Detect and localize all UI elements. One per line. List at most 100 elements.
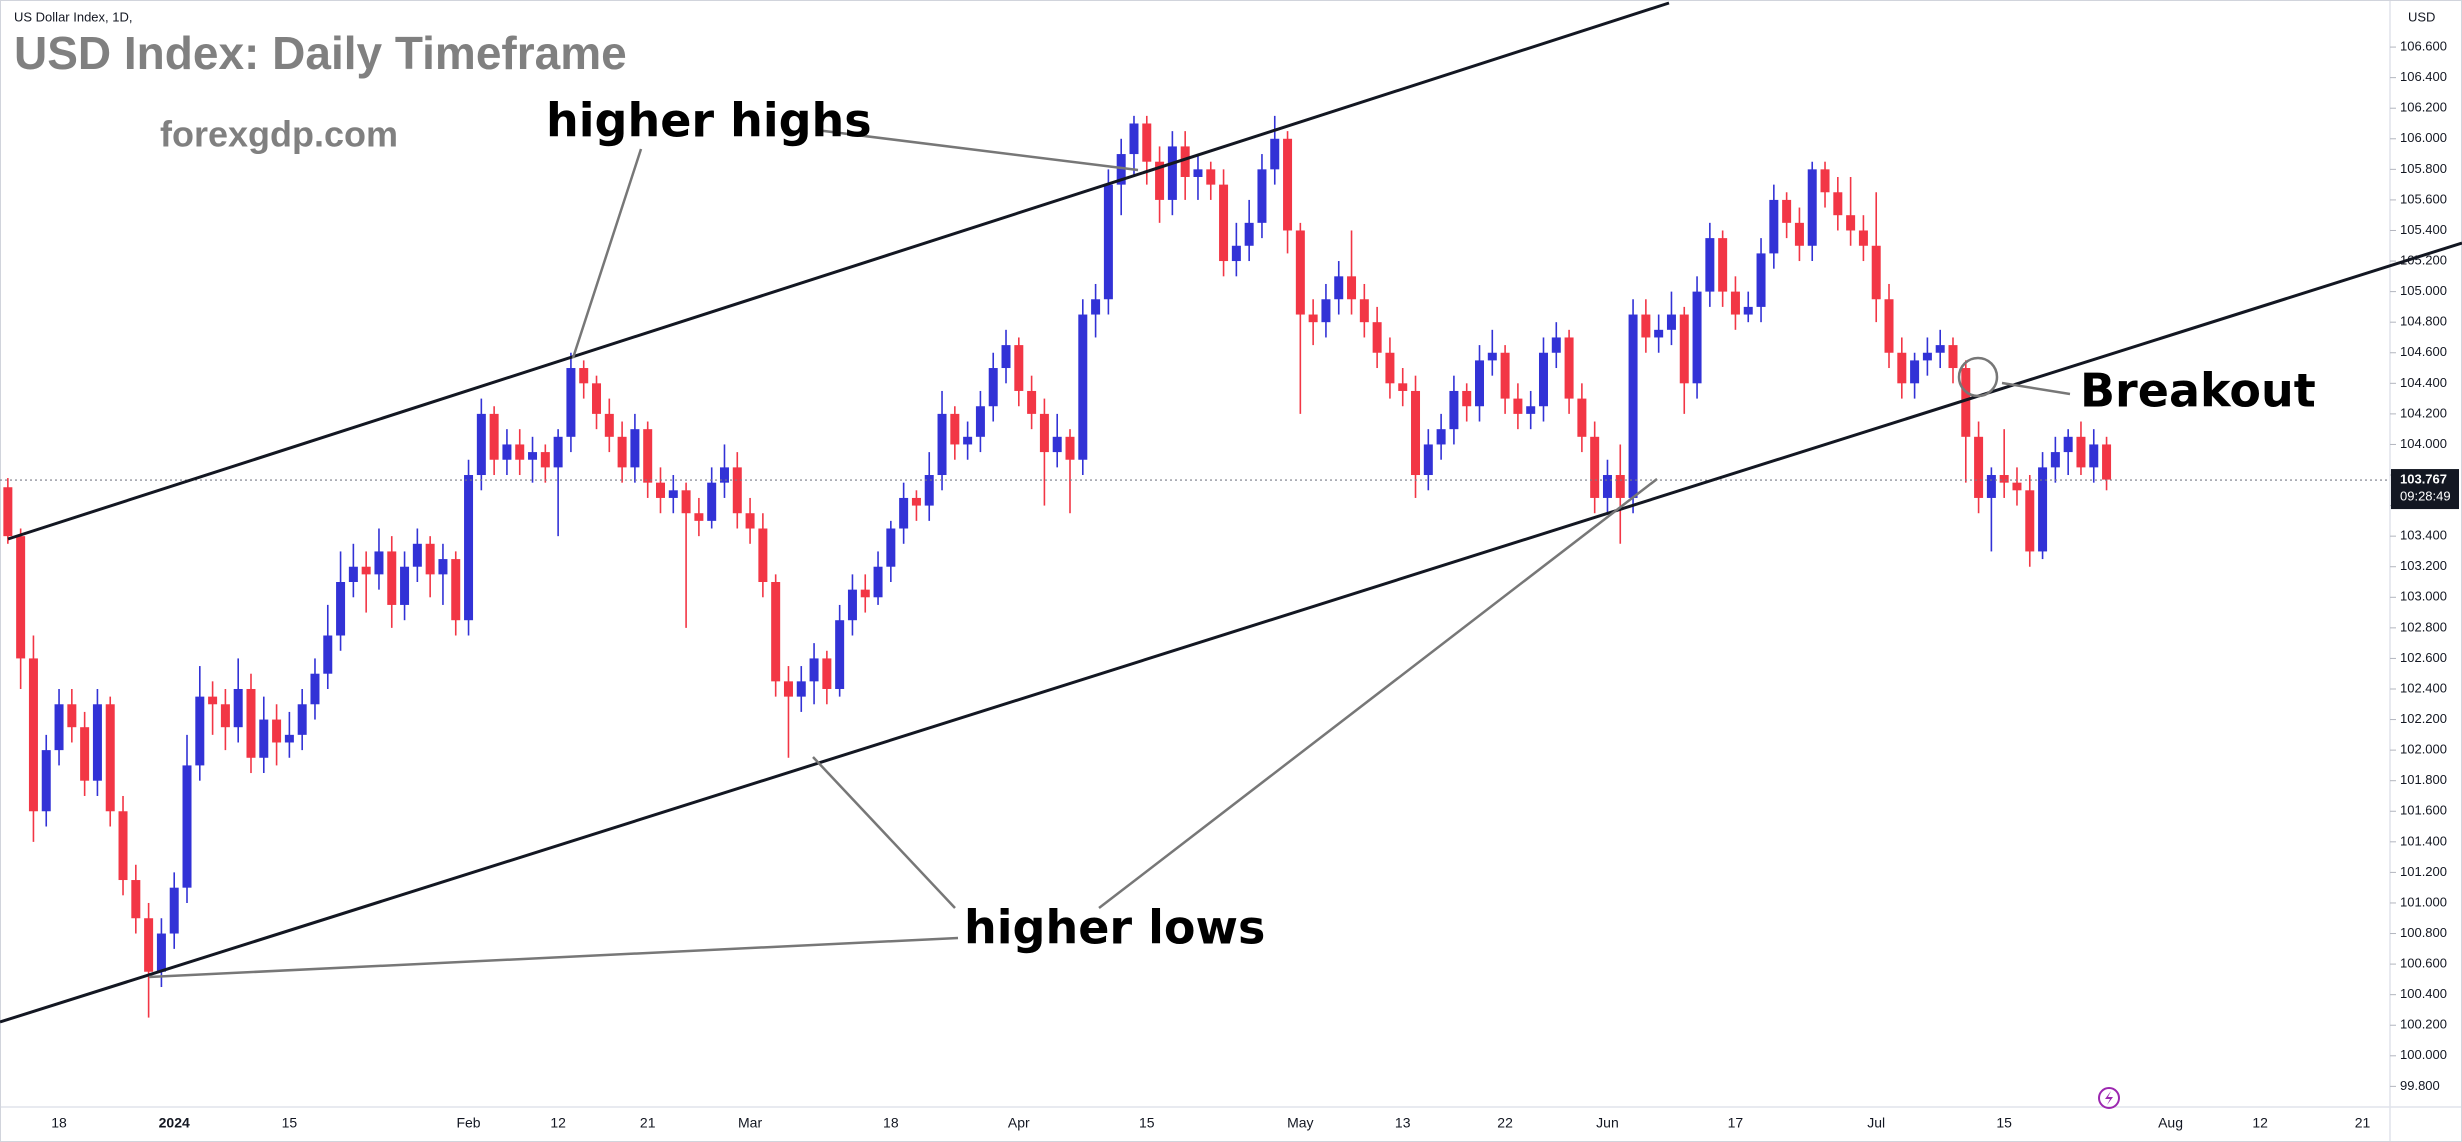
candle-body xyxy=(1078,314,1088,460)
pointer-line xyxy=(812,756,956,909)
candle-body xyxy=(502,444,512,460)
candle-body xyxy=(1833,192,1843,216)
candles xyxy=(3,115,2112,1018)
candle-body xyxy=(297,704,307,735)
y-tick-label: 102.600 xyxy=(2400,650,2447,665)
candle-body xyxy=(310,673,320,705)
candle-body xyxy=(732,467,742,514)
candle-body xyxy=(655,482,665,498)
y-tick-label: 106.600 xyxy=(2400,39,2447,54)
candle-body xyxy=(553,436,563,468)
breakout-circle xyxy=(1957,356,1999,398)
candle-body xyxy=(617,436,627,468)
pointer-line xyxy=(571,148,643,359)
candle-body xyxy=(1858,230,1868,246)
candle-body xyxy=(1244,222,1254,246)
candle-body xyxy=(1743,306,1753,315)
candle-body xyxy=(1116,154,1126,185)
candle-body xyxy=(476,413,486,476)
candle-body xyxy=(1500,352,1510,399)
candle-body xyxy=(822,658,832,689)
y-tick-label: 100.600 xyxy=(2400,956,2447,971)
candle-body xyxy=(911,497,921,506)
candle-body xyxy=(758,528,768,583)
candle-body xyxy=(1577,398,1587,437)
candle-body xyxy=(1411,390,1421,476)
y-tick-label: 105.200 xyxy=(2400,252,2447,267)
candle-body xyxy=(566,368,576,437)
candle-body xyxy=(1039,413,1049,453)
candle-body xyxy=(796,681,806,697)
candle-body xyxy=(438,559,448,575)
candle-body xyxy=(1692,291,1702,384)
y-tick-label: 100.800 xyxy=(2400,925,2447,940)
candle-body xyxy=(464,475,474,621)
y-tick-label: 101.600 xyxy=(2400,803,2447,818)
candle-body xyxy=(1347,276,1357,300)
candle-body xyxy=(809,658,819,682)
x-tick-label: Feb xyxy=(456,1115,480,1131)
pointer-line xyxy=(2001,381,2071,396)
y-tick-label: 104.800 xyxy=(2400,314,2447,329)
candle-body xyxy=(1423,444,1433,476)
candle-body xyxy=(169,887,179,934)
y-tick-label: 102.400 xyxy=(2400,680,2447,695)
x-tick-label: Mar xyxy=(738,1115,762,1131)
candle-body xyxy=(1359,299,1369,323)
x-tick-label: 12 xyxy=(2252,1115,2268,1131)
candle-body xyxy=(131,880,141,919)
candle-body xyxy=(246,688,256,758)
candle-body xyxy=(1615,475,1625,498)
candle-body xyxy=(719,467,729,483)
y-tick-label: 106.000 xyxy=(2400,130,2447,145)
candle-body xyxy=(1884,299,1894,353)
x-tick-label: 21 xyxy=(2355,1115,2371,1131)
candle-body xyxy=(1295,230,1305,315)
candle-body xyxy=(963,436,973,445)
candle-body xyxy=(412,543,422,567)
candle-body xyxy=(1283,138,1293,231)
countdown-label: 09:28:49 xyxy=(2400,488,2451,503)
y-tick-label: 105.800 xyxy=(2400,161,2447,176)
axes: 99.800 100.000 100.200 100.400 100.600 100.80… xyxy=(0,39,2459,1131)
candle-body xyxy=(707,482,717,521)
chart-subtitle: forexgdp.com xyxy=(160,114,398,155)
y-tick-label: 104.200 xyxy=(2400,405,2447,420)
candle-body xyxy=(1449,390,1459,430)
x-tick-label: 2024 xyxy=(159,1115,190,1131)
candle-body xyxy=(1782,199,1792,223)
candle-body xyxy=(1897,352,1907,384)
candle-body xyxy=(1142,123,1152,162)
y-tick-label: 105.000 xyxy=(2400,283,2447,298)
candle-body xyxy=(1641,314,1651,338)
x-tick-label: 22 xyxy=(1497,1115,1513,1131)
candle-body xyxy=(2050,452,2060,468)
y-tick-label: 104.400 xyxy=(2400,375,2447,390)
candle-body xyxy=(1756,253,1766,307)
candle-body xyxy=(630,429,640,468)
candle-body xyxy=(1705,238,1715,292)
candle-body xyxy=(528,452,538,460)
candle-body xyxy=(681,490,691,514)
candle-body xyxy=(1257,169,1267,223)
candle-body xyxy=(1167,146,1177,200)
x-tick-label: Apr xyxy=(1008,1115,1030,1131)
annotation: higher lows xyxy=(964,901,1265,955)
candle-body xyxy=(2012,482,2022,491)
lightning-icon xyxy=(2098,1087,2120,1109)
annotation: higher highs xyxy=(546,94,872,148)
candle-body xyxy=(975,406,985,437)
candle-body xyxy=(2076,436,2086,468)
candle-body xyxy=(1922,352,1932,361)
candle-body xyxy=(1321,299,1331,323)
candle-body xyxy=(28,658,38,812)
candle-body xyxy=(451,559,461,621)
candle-body xyxy=(668,490,678,498)
icon-circle xyxy=(2098,1087,2120,1109)
candle-body xyxy=(694,513,704,521)
candle-body xyxy=(1219,184,1229,262)
y-tick-label: 101.400 xyxy=(2400,833,2447,848)
candle-body xyxy=(540,452,550,468)
x-tick-label: Jul xyxy=(1867,1115,1885,1131)
